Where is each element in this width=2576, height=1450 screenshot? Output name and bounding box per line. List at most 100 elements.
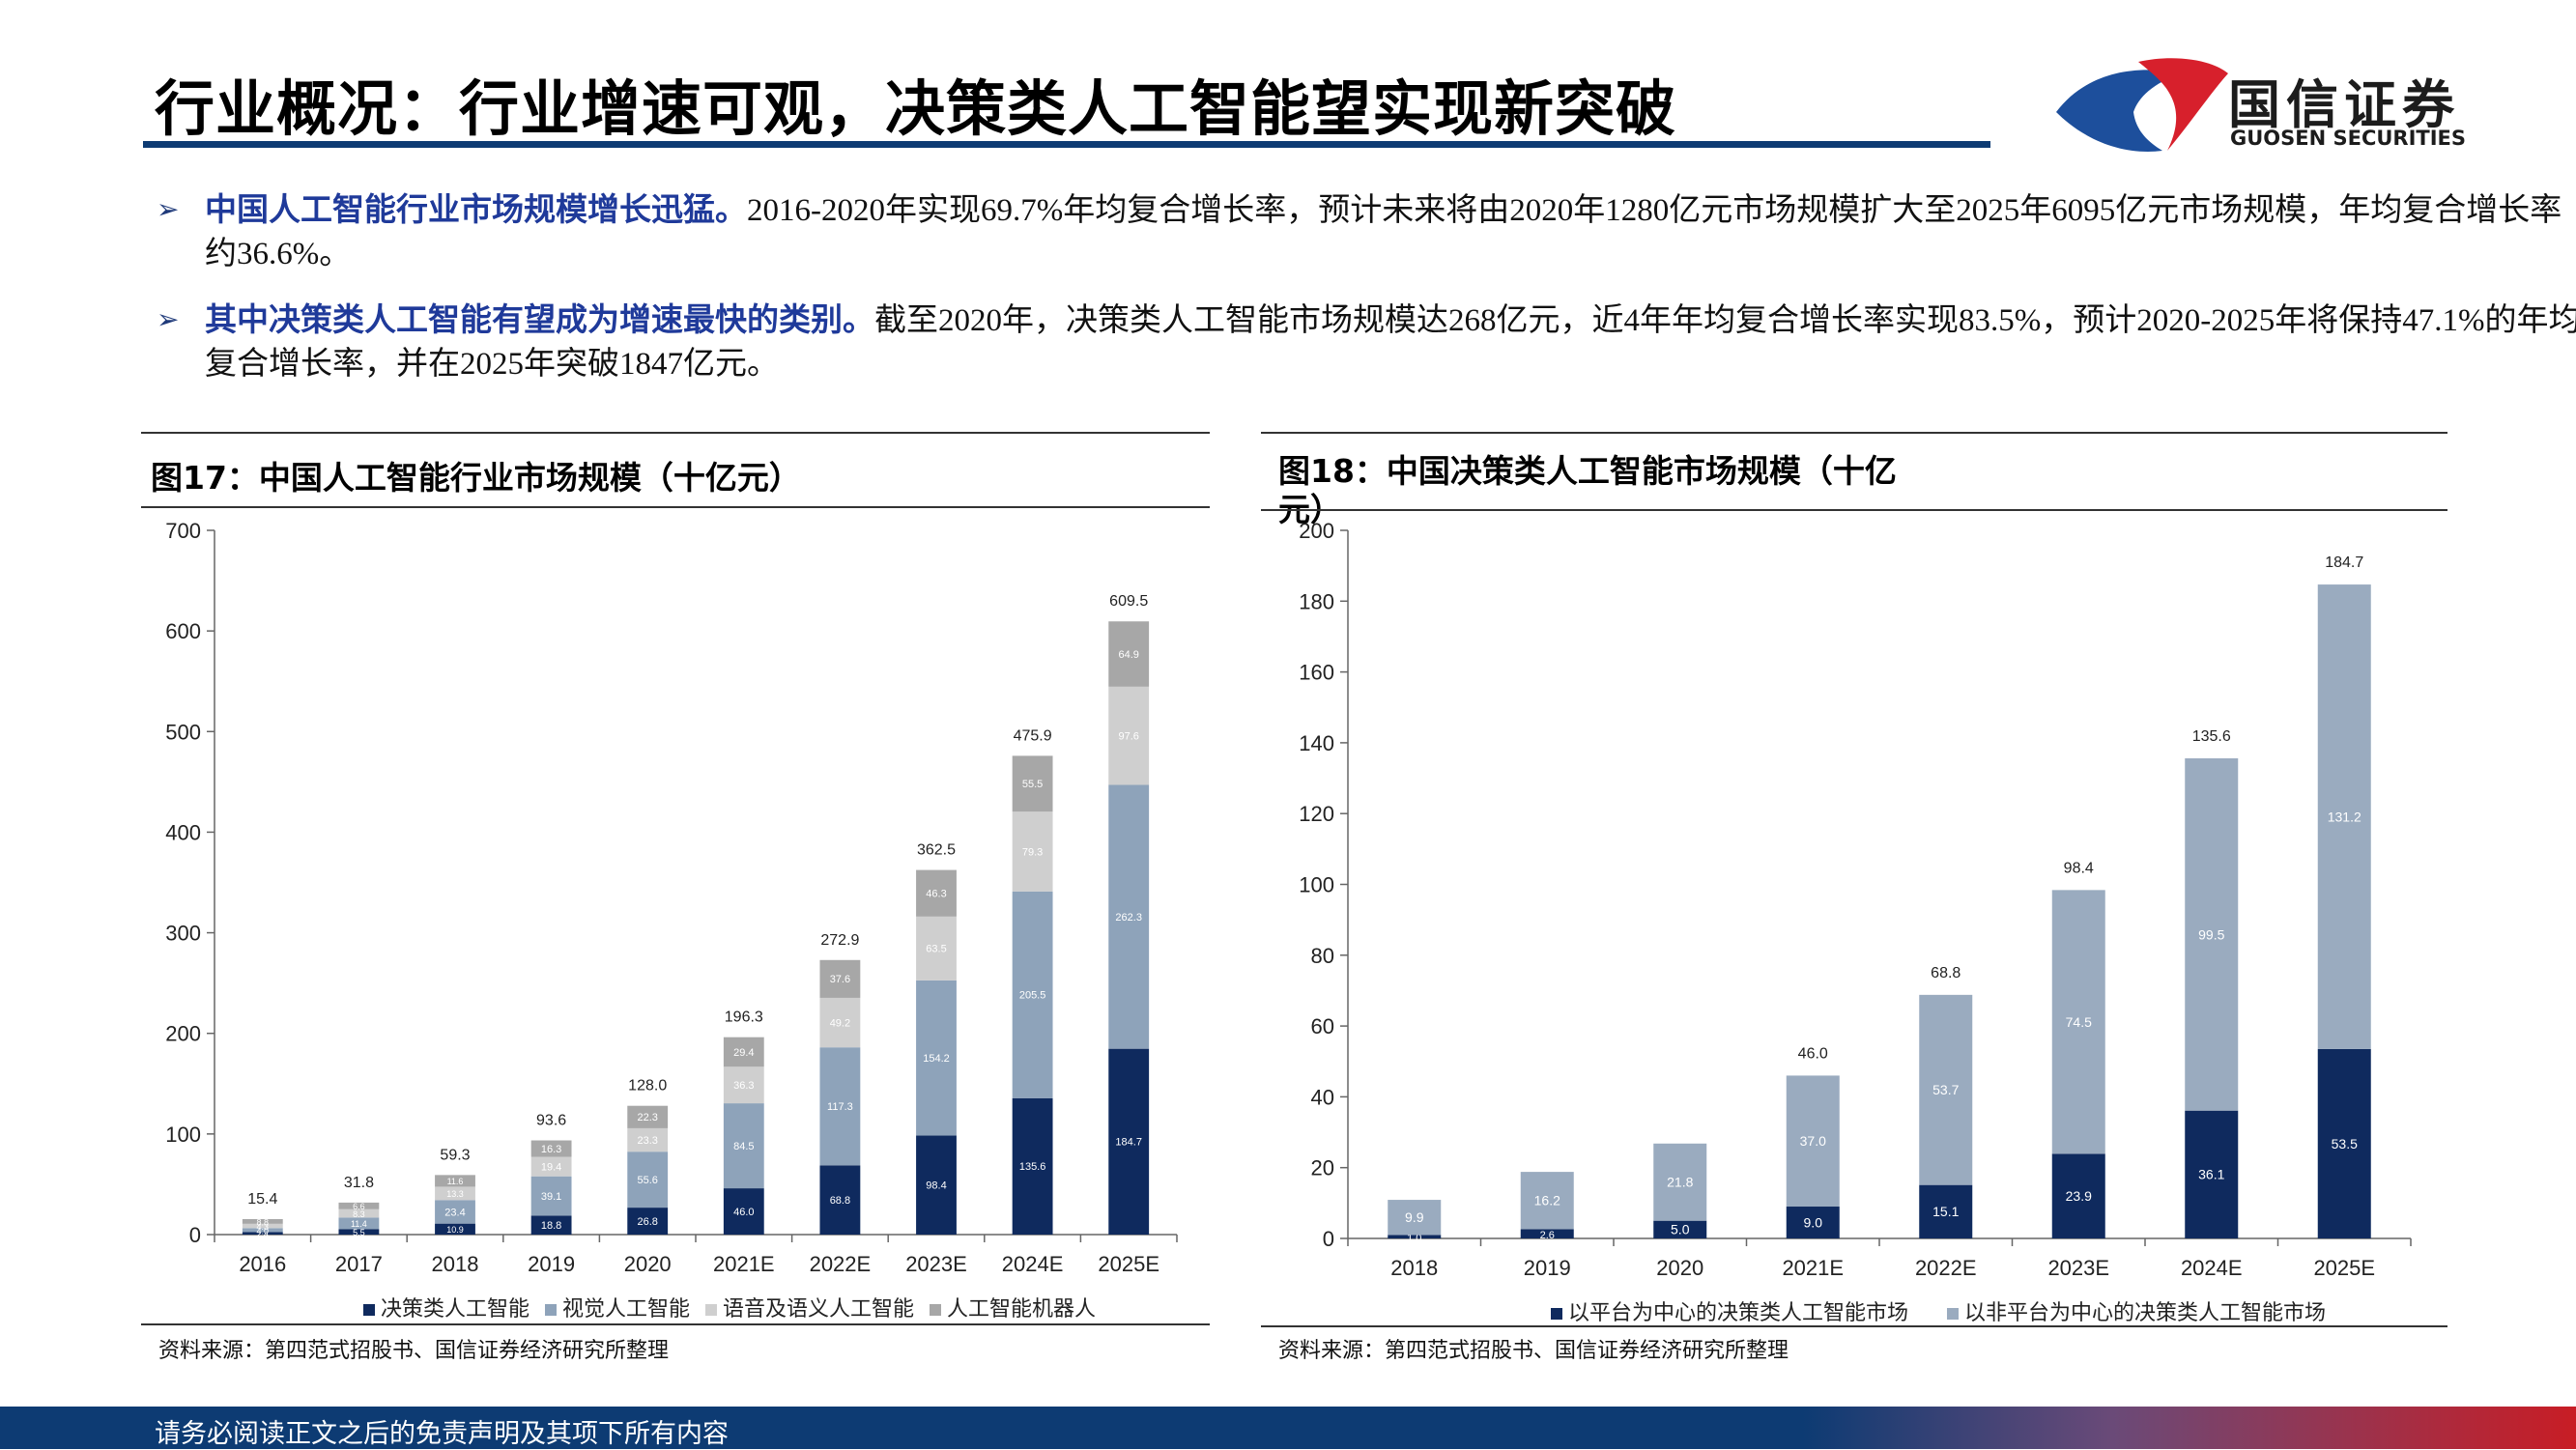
legend-label: 以平台为中心的决策类人工智能市场	[1568, 1300, 1908, 1324]
bar-segment	[916, 916, 957, 981]
bar-segment	[530, 1140, 572, 1157]
data-label: 49.2	[830, 1017, 850, 1029]
bar-segment	[2185, 758, 2239, 1111]
x-tick-label: 2022E	[1915, 1256, 1977, 1280]
data-label: 39.1	[541, 1191, 561, 1203]
data-label: 8.8	[257, 1217, 270, 1227]
bar-segment	[627, 1208, 669, 1235]
x-tick-label: 2019	[1524, 1256, 1571, 1280]
bar-segment	[819, 1165, 861, 1235]
data-label: 2.6	[1540, 1230, 1555, 1241]
figure18-source: 资料来源：第四范式招股书、国信证券经济研究所整理	[1278, 1339, 1789, 1363]
bar-segment	[1108, 1048, 1150, 1235]
bar-segment	[627, 1105, 669, 1128]
total-label: 15.4	[247, 1191, 277, 1208]
data-label: 74.5	[2066, 1014, 2092, 1030]
bar-segment	[627, 1127, 669, 1152]
x-tick-label: 2018	[1390, 1256, 1438, 1280]
data-label: 9.9	[1405, 1209, 1424, 1225]
total-label: 46.0	[1798, 1045, 1828, 1062]
legend-swatch	[363, 1304, 375, 1316]
y-tick-label: 500	[165, 720, 201, 744]
data-label: 55.5	[1022, 779, 1043, 790]
bar-segment	[1786, 1207, 1840, 1238]
bar-segment	[2317, 1048, 2371, 1238]
bar-segment	[916, 869, 957, 917]
bar-segment	[338, 1229, 380, 1235]
bar-segment	[1108, 784, 1150, 1049]
total-label: 196.3	[725, 1009, 763, 1026]
total-label: 135.6	[2192, 728, 2231, 745]
x-tick-label: 2017	[335, 1252, 383, 1276]
data-label: 22.3	[637, 1112, 657, 1123]
y-tick-label: 200	[165, 1022, 201, 1046]
logo-chinese-name: 国信证券	[2228, 74, 2460, 135]
bar-segment	[1786, 1075, 1840, 1208]
x-tick-label: 2024E	[2181, 1256, 2243, 1280]
y-tick-label: 120	[1299, 802, 1334, 826]
bar-segment	[916, 980, 957, 1136]
bar-segment	[1520, 1172, 1574, 1230]
figure17-chart: 0 100 200 300 400 500 600 700 2.44.04.38.8 15.4 20…	[165, 519, 1178, 1321]
bar-segment	[627, 1151, 669, 1208]
data-label: 1.0	[1407, 1233, 1421, 1244]
bar-segment	[1919, 1184, 1973, 1238]
data-label: 23.3	[637, 1135, 657, 1147]
legend-swatch	[545, 1304, 557, 1316]
arrow-bullet-icon: ➢	[157, 303, 180, 335]
bar-segment	[819, 1047, 861, 1166]
y-tick-label: 100	[165, 1123, 201, 1147]
data-label: 19.4	[541, 1161, 561, 1173]
y-tick-label: 600	[165, 619, 201, 643]
data-label: 135.6	[1019, 1161, 1046, 1173]
figure17-title-rule	[141, 506, 1210, 508]
bar-segment	[1653, 1143, 1707, 1221]
figure18-title-rule	[1261, 509, 2447, 511]
y-tick-label: 300	[165, 922, 201, 946]
data-label: 97.6	[1118, 731, 1138, 743]
footer-disclaimer: 请务必阅读正文之后的免责声明及其项下所有内容	[155, 1419, 729, 1449]
data-label: 55.6	[637, 1175, 657, 1186]
y-tick-label: 160	[1299, 661, 1334, 685]
data-label: 154.2	[923, 1053, 950, 1065]
bar-segment	[435, 1223, 475, 1235]
legend-label: 视觉人工智能	[562, 1296, 690, 1321]
data-label: 64.9	[1118, 649, 1138, 661]
data-label: 18.8	[541, 1220, 561, 1232]
arrow-bullet-icon: ➢	[157, 193, 180, 225]
bar-segment	[338, 1217, 380, 1230]
x-tick-label: 2023E	[905, 1252, 967, 1276]
data-label: 2.4	[257, 1230, 270, 1239]
data-label: 29.4	[733, 1047, 754, 1059]
data-label: 16.2	[1534, 1193, 1560, 1208]
legend-label: 语音及语义人工智能	[723, 1296, 914, 1321]
data-label: 117.3	[827, 1101, 853, 1113]
data-label: 84.5	[733, 1141, 754, 1152]
legend-label: 以非平台为中心的决策类人工智能市场	[1964, 1300, 2326, 1324]
data-label: 37.0	[1800, 1133, 1826, 1149]
data-label: 36.3	[733, 1080, 754, 1092]
x-tick-label: 2025E	[2313, 1256, 2375, 1280]
data-label: 79.3	[1022, 846, 1043, 858]
y-tick-label: 700	[165, 519, 201, 543]
data-label: 9.0	[1804, 1214, 1823, 1230]
data-label: 36.1	[2198, 1167, 2224, 1182]
x-tick-label: 2021E	[1782, 1256, 1844, 1280]
data-label: 16.3	[541, 1144, 561, 1155]
bar-segment	[2051, 890, 2105, 1154]
bar-segment	[916, 1135, 957, 1235]
data-label: 131.2	[2328, 809, 2361, 824]
data-label: 4.0	[257, 1226, 270, 1236]
bar-segment	[723, 1037, 764, 1067]
figure17-bottom-rule	[141, 1323, 1210, 1325]
data-label: 23.9	[2066, 1188, 2092, 1204]
footer-bar	[0, 1407, 2576, 1449]
guosen-logo-icon	[2056, 58, 2228, 152]
y-tick-label: 60	[1311, 1014, 1334, 1038]
bar-segment	[530, 1156, 572, 1177]
data-label: 63.5	[926, 944, 946, 955]
x-tick-label: 2021E	[713, 1252, 775, 1276]
figure18-chart: 0 20 40 60 80 100 120 140 160 180 200 1.0 9.9 2018 2.6…	[1299, 519, 2412, 1324]
total-label: 68.8	[1931, 965, 1961, 981]
total-label: 609.5	[1109, 593, 1148, 610]
